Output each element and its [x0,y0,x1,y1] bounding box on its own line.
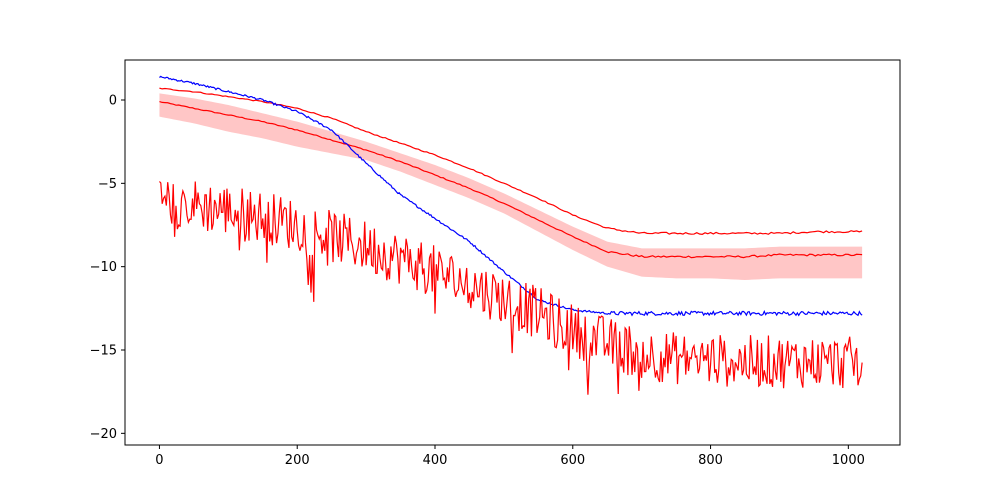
y-axis: 0 −5 −10 −15 −20 [90,94,125,442]
x-tick-label: 400 [423,453,448,468]
series-band-0 [159,93,863,280]
plot-frame [124,59,901,446]
series-layer [158,75,863,395]
x-tick-label: 0 [155,453,163,468]
y-tick-label: −10 [90,260,117,275]
series-noisy-4 [158,181,863,395]
x-tick-label: 200 [285,453,310,468]
y-tick-label: −15 [90,344,117,359]
series-line-3 [159,75,863,317]
y-tick-label: −5 [98,177,117,192]
series-line-1 [159,100,863,259]
x-tick-label: 800 [698,453,723,468]
x-tick-label: 1000 [832,453,865,468]
x-tick-label: 600 [560,453,585,468]
y-tick-label: −20 [90,427,117,442]
x-axis: 0 200 400 600 800 1000 [155,445,865,468]
y-tick-label: 0 [109,94,117,109]
